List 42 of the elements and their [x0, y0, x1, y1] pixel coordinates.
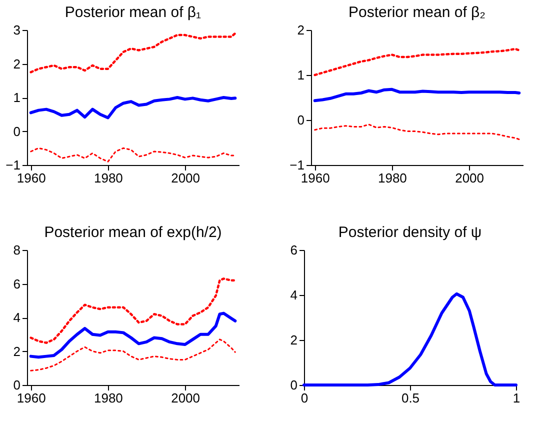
y-tick-label: 8	[13, 242, 20, 258]
y-tick-label: 1	[297, 68, 304, 82]
x-tick-label: 1980	[94, 170, 123, 186]
y-tick-label: 0	[290, 378, 298, 392]
y-tick-label: 4	[290, 288, 298, 302]
y-tick-label: 0	[297, 112, 304, 128]
y-tick-label: 2	[290, 332, 298, 348]
line-series	[30, 338, 236, 372]
x-tick-label: 2000	[171, 390, 200, 406]
y-tick-label: 0	[13, 124, 20, 139]
x-tick-label: 1980	[94, 390, 123, 406]
line-series	[30, 147, 236, 162]
x-tick-label: 2000	[171, 170, 200, 186]
y-tick-label: 2	[13, 344, 20, 359]
line-series	[29, 312, 237, 359]
chart-title: Posterior mean of β₁	[64, 4, 202, 21]
y-tick-label: 6	[13, 276, 20, 292]
chart-title: Posterior mean of exp(h/2)	[44, 224, 222, 241]
line-series	[313, 88, 521, 102]
x-tick-label: 0.5	[401, 390, 420, 406]
line-series	[30, 278, 236, 344]
y-tick-label: 2	[297, 22, 304, 38]
x-tick-label: 1960	[16, 170, 46, 186]
chart-title: Posterior mean of β₂	[348, 4, 486, 21]
line-series	[29, 96, 237, 120]
x-tick-label: 1960	[300, 170, 330, 186]
x-tick-label: 2000	[455, 170, 484, 186]
y-tick-label: 2	[13, 56, 20, 72]
y-tick-label: 4	[13, 310, 20, 325]
y-tick-label: −1	[6, 158, 20, 172]
line-series	[30, 32, 236, 74]
x-tick-label: 1980	[378, 170, 407, 186]
line-series	[314, 124, 520, 140]
x-tick-label: 1960	[16, 390, 46, 406]
line-series	[314, 48, 520, 76]
y-tick-label: 0	[13, 378, 20, 392]
chart-title: Posterior density of ψ	[338, 224, 482, 241]
y-tick-label: 6	[290, 242, 298, 258]
y-tick-label: 3	[13, 22, 20, 38]
y-tick-label: 1	[13, 90, 20, 105]
x-tick-label: 1	[512, 390, 520, 406]
y-tick-label: −1	[290, 158, 304, 172]
